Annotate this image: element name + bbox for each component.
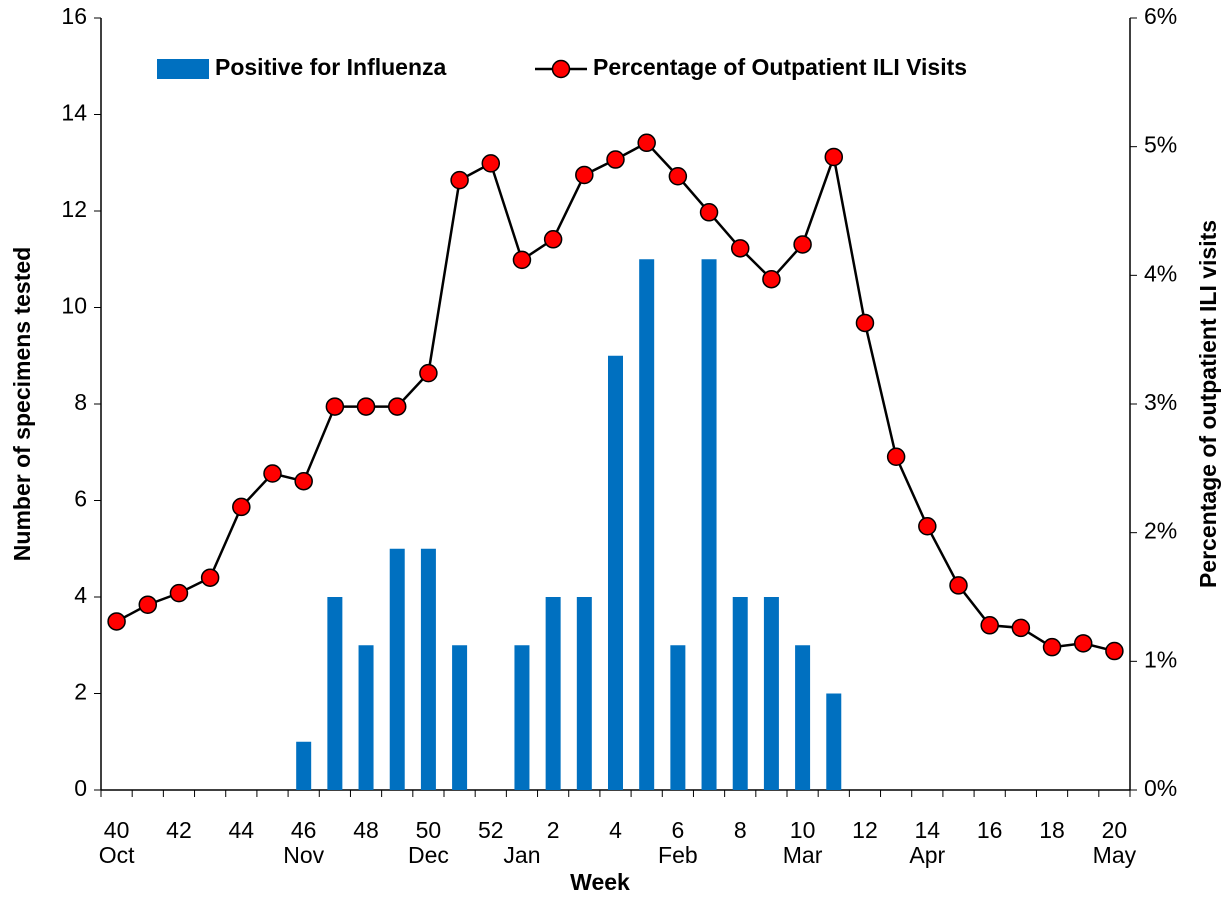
x-axis-title: Week xyxy=(570,869,630,895)
x-tick-label: 2 xyxy=(547,817,560,843)
bar xyxy=(701,259,717,790)
month-label: Dec xyxy=(408,842,449,868)
month-label: Mar xyxy=(783,842,823,868)
bar xyxy=(452,645,468,790)
y2-tick-label: 0% xyxy=(1144,775,1177,801)
y-tick-label: 12 xyxy=(61,196,87,222)
y2-tick-label: 5% xyxy=(1144,132,1177,158)
x-tick-label: 44 xyxy=(229,817,255,843)
marker xyxy=(387,397,407,416)
marker xyxy=(450,170,469,190)
bar xyxy=(545,597,561,790)
bar xyxy=(389,548,405,790)
marker xyxy=(855,313,875,333)
bar xyxy=(327,597,343,790)
marker xyxy=(356,397,376,416)
y2-tick-label: 1% xyxy=(1144,646,1177,672)
bar xyxy=(763,597,779,790)
x-tick-label: 48 xyxy=(353,817,379,843)
legend-label: Percentage of Outpatient ILI Visits xyxy=(593,54,967,80)
marker xyxy=(606,150,625,169)
x-tick-label: 20 xyxy=(1102,817,1128,843)
marker xyxy=(325,397,345,416)
y-tick-label: 14 xyxy=(61,100,87,126)
x-tick-label: 18 xyxy=(1039,817,1065,843)
month-label: Oct xyxy=(99,842,135,868)
bar xyxy=(576,597,592,790)
y-tick-label: 6 xyxy=(74,486,87,512)
marker xyxy=(294,471,313,491)
marker xyxy=(886,447,906,467)
month-label: Nov xyxy=(283,842,324,868)
y-tick-label: 8 xyxy=(74,389,87,415)
marker xyxy=(575,165,594,185)
y-tick-label: 4 xyxy=(74,582,87,608)
bar xyxy=(514,645,530,790)
marker xyxy=(918,516,937,536)
y2-tick-label: 3% xyxy=(1144,389,1177,415)
x-tick-label: 50 xyxy=(416,817,442,843)
marker xyxy=(699,203,719,222)
marker xyxy=(419,363,438,383)
y2-axis-title: Percentage of outpatient ILI visits xyxy=(1195,220,1221,588)
y2-tick-label: 4% xyxy=(1144,260,1177,286)
marker xyxy=(107,612,126,631)
marker xyxy=(481,154,501,173)
marker xyxy=(232,497,251,517)
bar xyxy=(795,645,811,790)
legend-label: Positive for Influenza xyxy=(215,54,447,80)
y-tick-label: 10 xyxy=(61,293,87,319)
bar xyxy=(639,259,655,790)
y2-tick-label: 2% xyxy=(1144,518,1177,544)
marker xyxy=(980,616,999,635)
y-tick-label: 2 xyxy=(74,679,87,705)
bar xyxy=(826,693,842,790)
bar xyxy=(358,645,374,790)
marker xyxy=(1105,641,1124,661)
x-tick-label: 4 xyxy=(609,817,622,843)
legend-marker xyxy=(551,59,571,79)
x-tick-label: 16 xyxy=(977,817,1003,843)
x-tick-label: 40 xyxy=(104,817,130,843)
marker xyxy=(637,133,656,153)
marker xyxy=(169,583,189,603)
marker xyxy=(1011,618,1031,638)
x-tick-label: 14 xyxy=(915,817,941,843)
month-label: Jan xyxy=(503,842,540,868)
x-tick-label: 12 xyxy=(852,817,878,843)
x-tick-label: 10 xyxy=(790,817,816,843)
marker xyxy=(200,568,220,587)
marker xyxy=(543,230,563,249)
x-tick-label: 6 xyxy=(671,817,684,843)
x-tick-label: 52 xyxy=(478,817,504,843)
legend-swatch xyxy=(157,59,209,79)
x-tick-label: 46 xyxy=(291,817,317,843)
month-label: Feb xyxy=(658,842,698,868)
y-tick-label: 0 xyxy=(74,775,87,801)
y-tick-label: 16 xyxy=(61,3,87,29)
bar xyxy=(732,597,748,790)
marker xyxy=(668,167,688,186)
marker xyxy=(949,576,968,595)
bar xyxy=(296,741,312,790)
marker xyxy=(824,147,844,167)
marker xyxy=(1073,634,1093,653)
marker xyxy=(793,235,812,254)
y-axis-title: Number of specimens tested xyxy=(9,247,35,561)
marker xyxy=(762,269,781,289)
marker xyxy=(730,239,750,258)
bar xyxy=(670,645,686,790)
bar xyxy=(420,548,436,790)
x-tick-label: 42 xyxy=(166,817,192,843)
marker xyxy=(138,595,158,614)
bar xyxy=(608,355,623,790)
x-tick-label: 8 xyxy=(734,817,747,843)
y2-tick-label: 6% xyxy=(1144,3,1177,29)
month-label: May xyxy=(1093,842,1137,868)
month-label: Apr xyxy=(909,842,945,868)
marker xyxy=(512,250,532,270)
marker xyxy=(263,464,282,483)
marker xyxy=(1042,637,1062,657)
